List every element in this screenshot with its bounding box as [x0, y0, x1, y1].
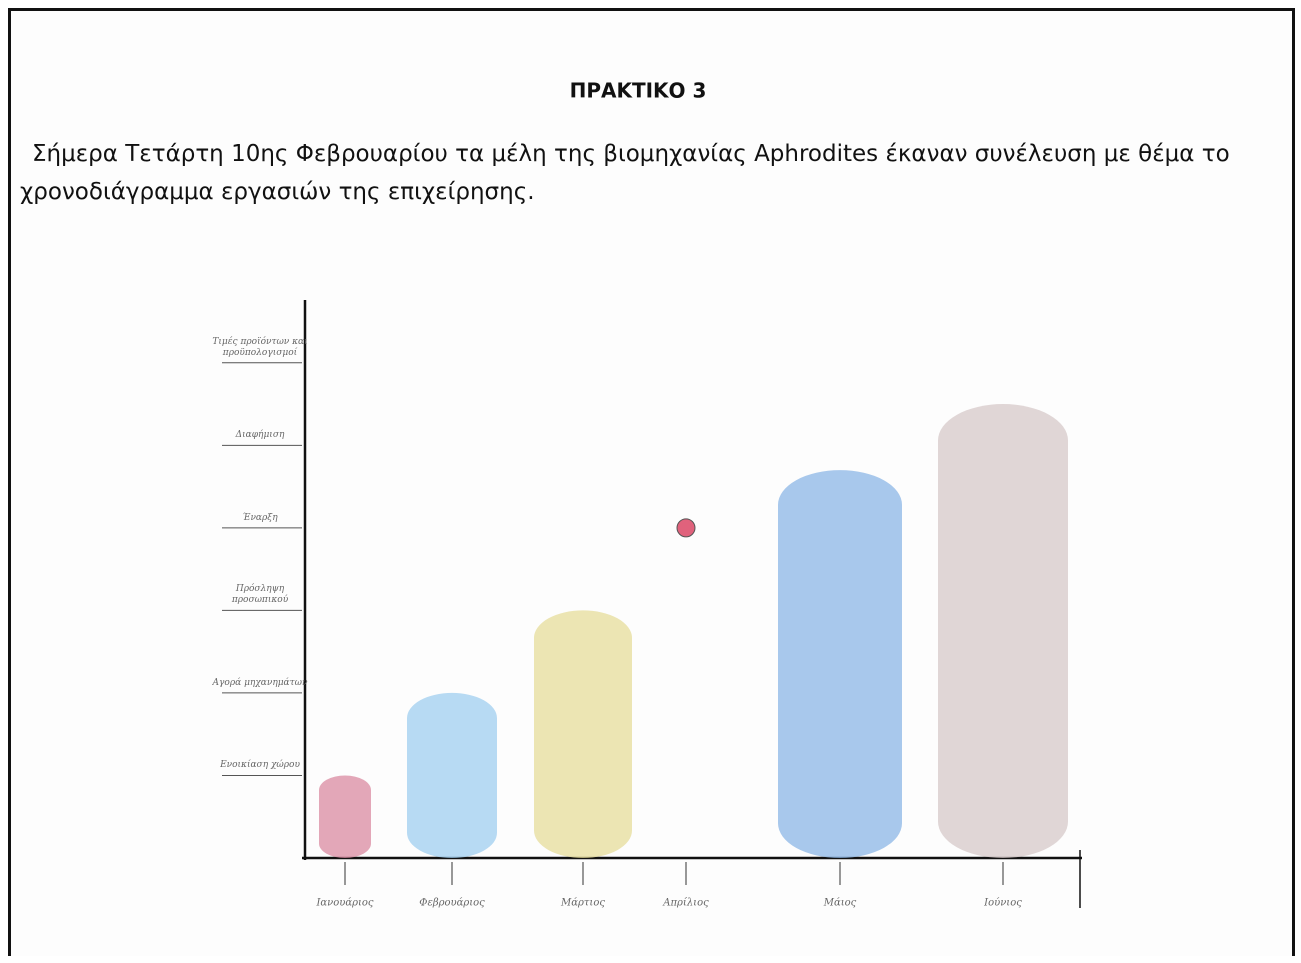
y-tick-label: Τιμές προϊόντων και προϋπολογισμοί — [212, 315, 308, 359]
bar — [319, 775, 371, 858]
y-tick-label: Διαφήμιση — [212, 397, 308, 441]
x-tick-label: Φεβρουάριος — [419, 898, 485, 909]
y-tick-label-box: Ενοικίαση χώρου — [212, 727, 308, 771]
y-tick-label: Έναρξη — [212, 480, 308, 524]
y-tick-label: Πρόσληψη προσωπικού — [212, 562, 308, 606]
y-tick-label: Αγορά μηχανημάτων — [212, 645, 308, 689]
x-tick-label: Ιούνιος — [983, 898, 1022, 909]
bar — [778, 470, 902, 858]
document-title: ΠΡΑΚΤΙΚΟ 3 — [570, 79, 707, 103]
paragraph-box: Σήμερα Τετάρτη 10ης Φεβρουαρίου τα μέλη … — [20, 135, 1295, 235]
bar — [534, 610, 632, 858]
y-tick-label: Ενοικίαση χώρου — [212, 727, 308, 771]
bar — [938, 404, 1068, 858]
chart: ΠΡΑΚΤΙΚΟ 3 Σήμερα Τετάρτη 10ης Φεβρουαρί… — [0, 0, 1301, 963]
y-tick-label-box: Αγορά μηχανημάτων — [212, 645, 308, 689]
paragraph: Σήμερα Τετάρτη 10ης Φεβρουαρίου τα μέλη … — [20, 135, 1295, 211]
y-tick-label-box: Τιμές προϊόντων και προϋπολογισμοί — [212, 315, 308, 359]
x-tick-label: Μάιος — [823, 898, 857, 909]
x-tick-label: Απρίλιος — [662, 898, 709, 909]
y-tick-label-box: Διαφήμιση — [212, 397, 308, 441]
y-tick-label-box: Έναρξη — [212, 480, 308, 524]
y-tick-label-box: Πρόσληψη προσωπικού — [212, 562, 308, 606]
bar — [407, 693, 497, 858]
x-tick-label: Ιανουάριος — [315, 898, 373, 909]
point — [677, 519, 695, 537]
x-tick-label: Μάρτιος — [560, 898, 605, 909]
